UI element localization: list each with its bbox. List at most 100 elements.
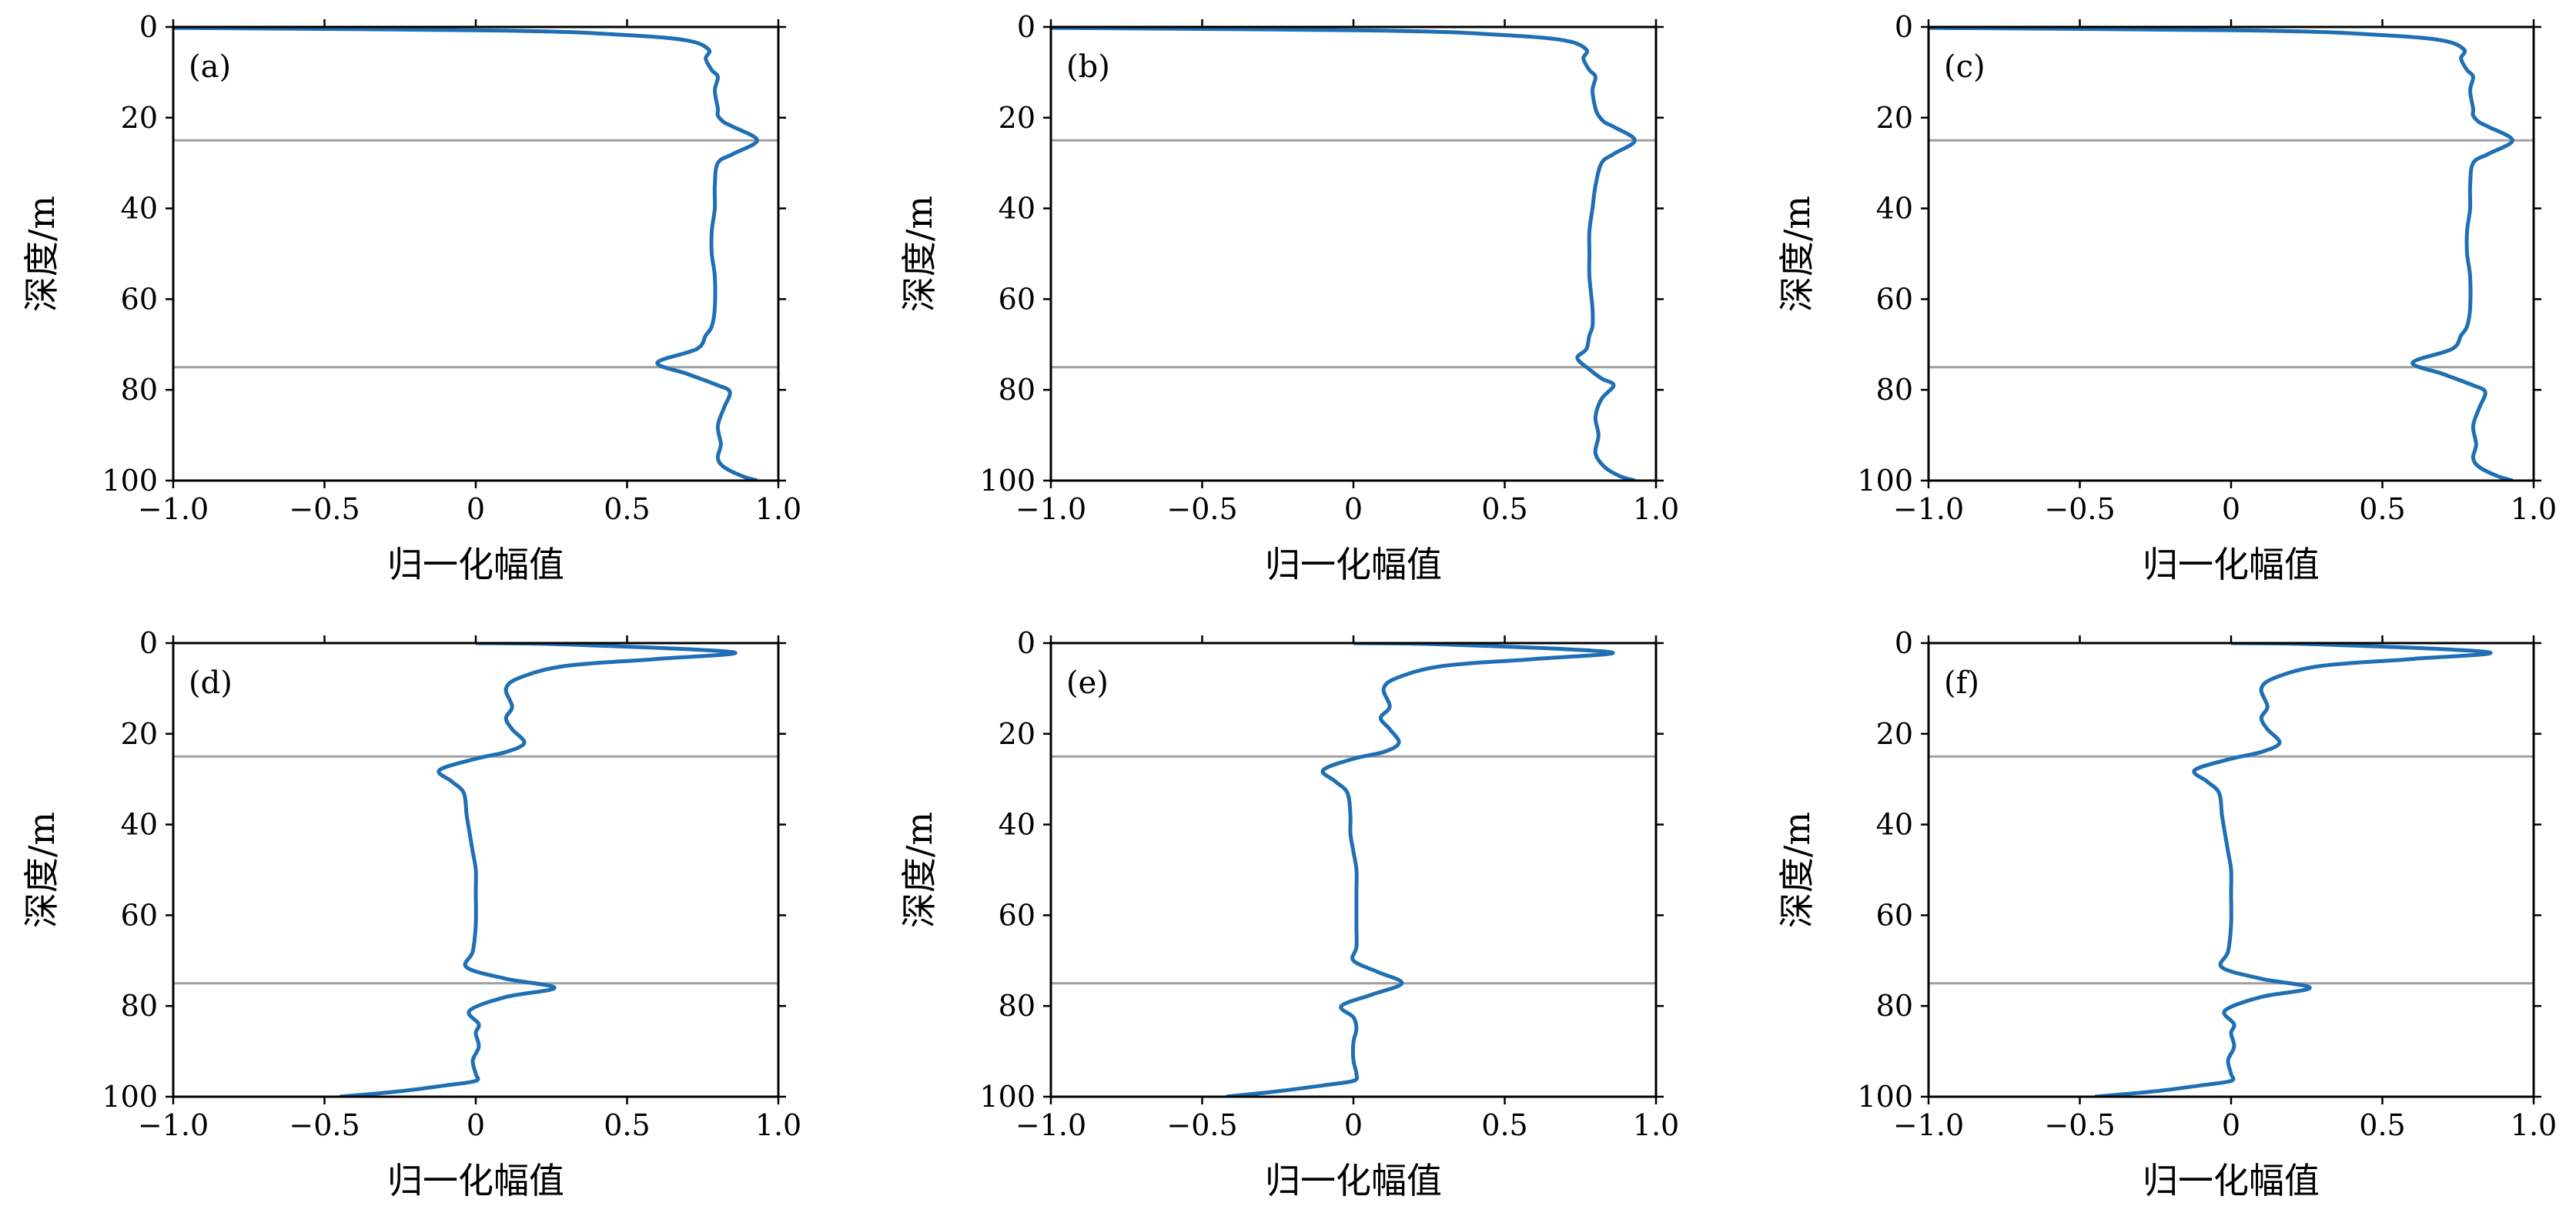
y-tick-label: 80 — [999, 989, 1035, 1023]
x-axis-title: 归一化幅值 — [387, 544, 564, 585]
y-tick-label: 0 — [1017, 10, 1035, 44]
panel-label: (f) — [1944, 665, 1979, 701]
x-tick-label: 0.5 — [604, 492, 650, 526]
y-tick-label: 80 — [121, 373, 158, 407]
y-tick-label: 40 — [1876, 808, 1913, 842]
x-tick-label: −0.5 — [289, 1108, 360, 1142]
y-tick-label: 80 — [1876, 989, 1913, 1023]
x-axis-title: 归一化幅值 — [1265, 1160, 1442, 1201]
chart-panel-b: −1.0 −0.5 0 0.5 1.0 0 20 40 60 80 100 (b) 归一化幅值 深度/m — [878, 0, 1698, 597]
y-tick-label: 80 — [999, 373, 1035, 407]
plot-frame — [172, 25, 780, 482]
x-tick-label: 0 — [2222, 1108, 2240, 1142]
chart-svg: −1.0 −0.5 0 0.5 1.0 0 20 40 60 80 100 (a) 归一化幅值 深度/m — [21, 10, 801, 585]
y-tick-label: 40 — [121, 808, 158, 842]
series-line-0 — [1051, 27, 1637, 481]
x-tick-label: 0 — [1344, 1108, 1363, 1142]
panel-label: (b) — [1066, 49, 1110, 85]
series-line-0 — [1226, 643, 1615, 1097]
chart-svg: −1.0 −0.5 0 0.5 1.0 0 20 40 60 80 100 (f) 归一化幅值 深度/m — [1776, 626, 2557, 1201]
y-tick-label: 0 — [139, 626, 158, 660]
chart-panel-a: −1.0 −0.5 0 0.5 1.0 0 20 40 60 80 100 (a) 归一化幅值 深度/m — [0, 0, 821, 597]
x-tick-label: 0 — [467, 1108, 485, 1142]
x-tick-label: −1.0 — [1015, 492, 1086, 526]
x-tick-label: 0 — [2222, 492, 2240, 526]
y-tick-label: 60 — [121, 282, 158, 316]
chart-svg: −1.0 −0.5 0 0.5 1.0 0 20 40 60 80 100 (d) 归一化幅值 深度/m — [21, 626, 801, 1201]
x-tick-label: 0.5 — [1481, 492, 1527, 526]
y-tick-label: 20 — [1876, 101, 1913, 135]
x-tick-label: −0.5 — [2044, 492, 2115, 526]
x-tick-label: 1.0 — [755, 1108, 801, 1142]
y-tick-label: 60 — [999, 282, 1035, 316]
chart-panel-d: −1.0 −0.5 0 0.5 1.0 0 20 40 60 80 100 (d) 归一化幅值 深度/m — [0, 616, 821, 1213]
x-tick-label: 0.5 — [604, 1108, 650, 1142]
y-tick-label: 100 — [102, 1080, 158, 1114]
y-axis-title: 深度/m — [898, 812, 940, 928]
y-axis-title: 深度/m — [21, 196, 62, 312]
chart-panel-c: −1.0 −0.5 0 0.5 1.0 0 20 40 60 80 100 (c) 归一化幅值 深度/m — [1755, 0, 2576, 597]
y-tick-label: 20 — [999, 101, 1035, 135]
series-line-0 — [1929, 27, 2514, 481]
y-tick-label: 100 — [979, 464, 1035, 498]
x-tick-label: 0.5 — [2359, 1108, 2405, 1142]
chart-svg: −1.0 −0.5 0 0.5 1.0 0 20 40 60 80 100 (b) 归一化幅值 深度/m — [898, 10, 1679, 585]
x-axis-title: 归一化幅值 — [2143, 544, 2320, 585]
y-tick-label: 40 — [999, 192, 1035, 226]
plot-frame — [1927, 25, 2535, 482]
y-tick-label: 40 — [121, 192, 158, 226]
panel-label: (c) — [1944, 49, 1986, 85]
y-tick-label: 80 — [121, 989, 158, 1023]
panel-label: (d) — [189, 665, 233, 701]
x-tick-label: 0 — [1344, 492, 1363, 526]
x-tick-label: −0.5 — [289, 492, 360, 526]
y-tick-label: 100 — [102, 464, 158, 498]
y-tick-label: 0 — [1895, 626, 1913, 660]
x-axis-title: 归一化幅值 — [2143, 1160, 2320, 1201]
x-tick-label: 1.0 — [755, 492, 801, 526]
y-tick-label: 100 — [1857, 464, 1913, 498]
x-tick-label: 1.0 — [2511, 492, 2557, 526]
x-tick-label: −0.5 — [1166, 492, 1237, 526]
y-tick-label: 0 — [1017, 626, 1035, 660]
panel-label: (e) — [1066, 665, 1109, 701]
y-tick-label: 60 — [1876, 282, 1913, 316]
y-tick-label: 100 — [979, 1080, 1035, 1114]
x-tick-label: −0.5 — [1166, 1108, 1237, 1142]
x-tick-label: −1.0 — [1893, 492, 1964, 526]
x-tick-label: −1.0 — [138, 1108, 209, 1142]
x-tick-label: 0 — [467, 492, 485, 526]
x-tick-label: 0.5 — [1481, 1108, 1527, 1142]
series-line-0 — [2094, 643, 2493, 1097]
y-tick-label: 100 — [1857, 1080, 1913, 1114]
x-tick-label: −1.0 — [138, 492, 209, 526]
x-tick-label: 1.0 — [1633, 492, 1679, 526]
chart-svg: −1.0 −0.5 0 0.5 1.0 0 20 40 60 80 100 (e) 归一化幅值 深度/m — [898, 626, 1679, 1201]
x-tick-label: −1.0 — [1015, 1108, 1086, 1142]
y-tick-label: 20 — [121, 101, 158, 135]
panel-label: (a) — [189, 49, 231, 85]
plot-frame — [1049, 25, 1658, 482]
x-axis-title: 归一化幅值 — [1265, 544, 1442, 585]
y-axis-title: 深度/m — [898, 196, 940, 312]
y-axis-title: 深度/m — [1776, 196, 1818, 312]
y-tick-label: 0 — [1895, 10, 1913, 44]
chart-panel-e: −1.0 −0.5 0 0.5 1.0 0 20 40 60 80 100 (e) 归一化幅值 深度/m — [878, 616, 1698, 1213]
series-line-0 — [339, 643, 738, 1097]
y-axis-title: 深度/m — [21, 812, 62, 928]
y-tick-label: 40 — [999, 808, 1035, 842]
x-tick-label: −0.5 — [2044, 1108, 2115, 1142]
y-tick-label: 20 — [121, 717, 158, 751]
x-axis-title: 归一化幅值 — [387, 1160, 564, 1201]
y-axis-title: 深度/m — [1776, 812, 1818, 928]
y-tick-label: 20 — [1876, 717, 1913, 751]
x-tick-label: 1.0 — [2511, 1108, 2557, 1142]
x-tick-label: 0.5 — [2359, 492, 2405, 526]
y-tick-label: 60 — [1876, 898, 1913, 932]
y-tick-label: 60 — [999, 898, 1035, 932]
y-tick-label: 0 — [139, 10, 158, 44]
y-tick-label: 20 — [999, 717, 1035, 751]
chart-svg: −1.0 −0.5 0 0.5 1.0 0 20 40 60 80 100 (c) 归一化幅值 深度/m — [1776, 10, 2557, 585]
x-tick-label: 1.0 — [1633, 1108, 1679, 1142]
